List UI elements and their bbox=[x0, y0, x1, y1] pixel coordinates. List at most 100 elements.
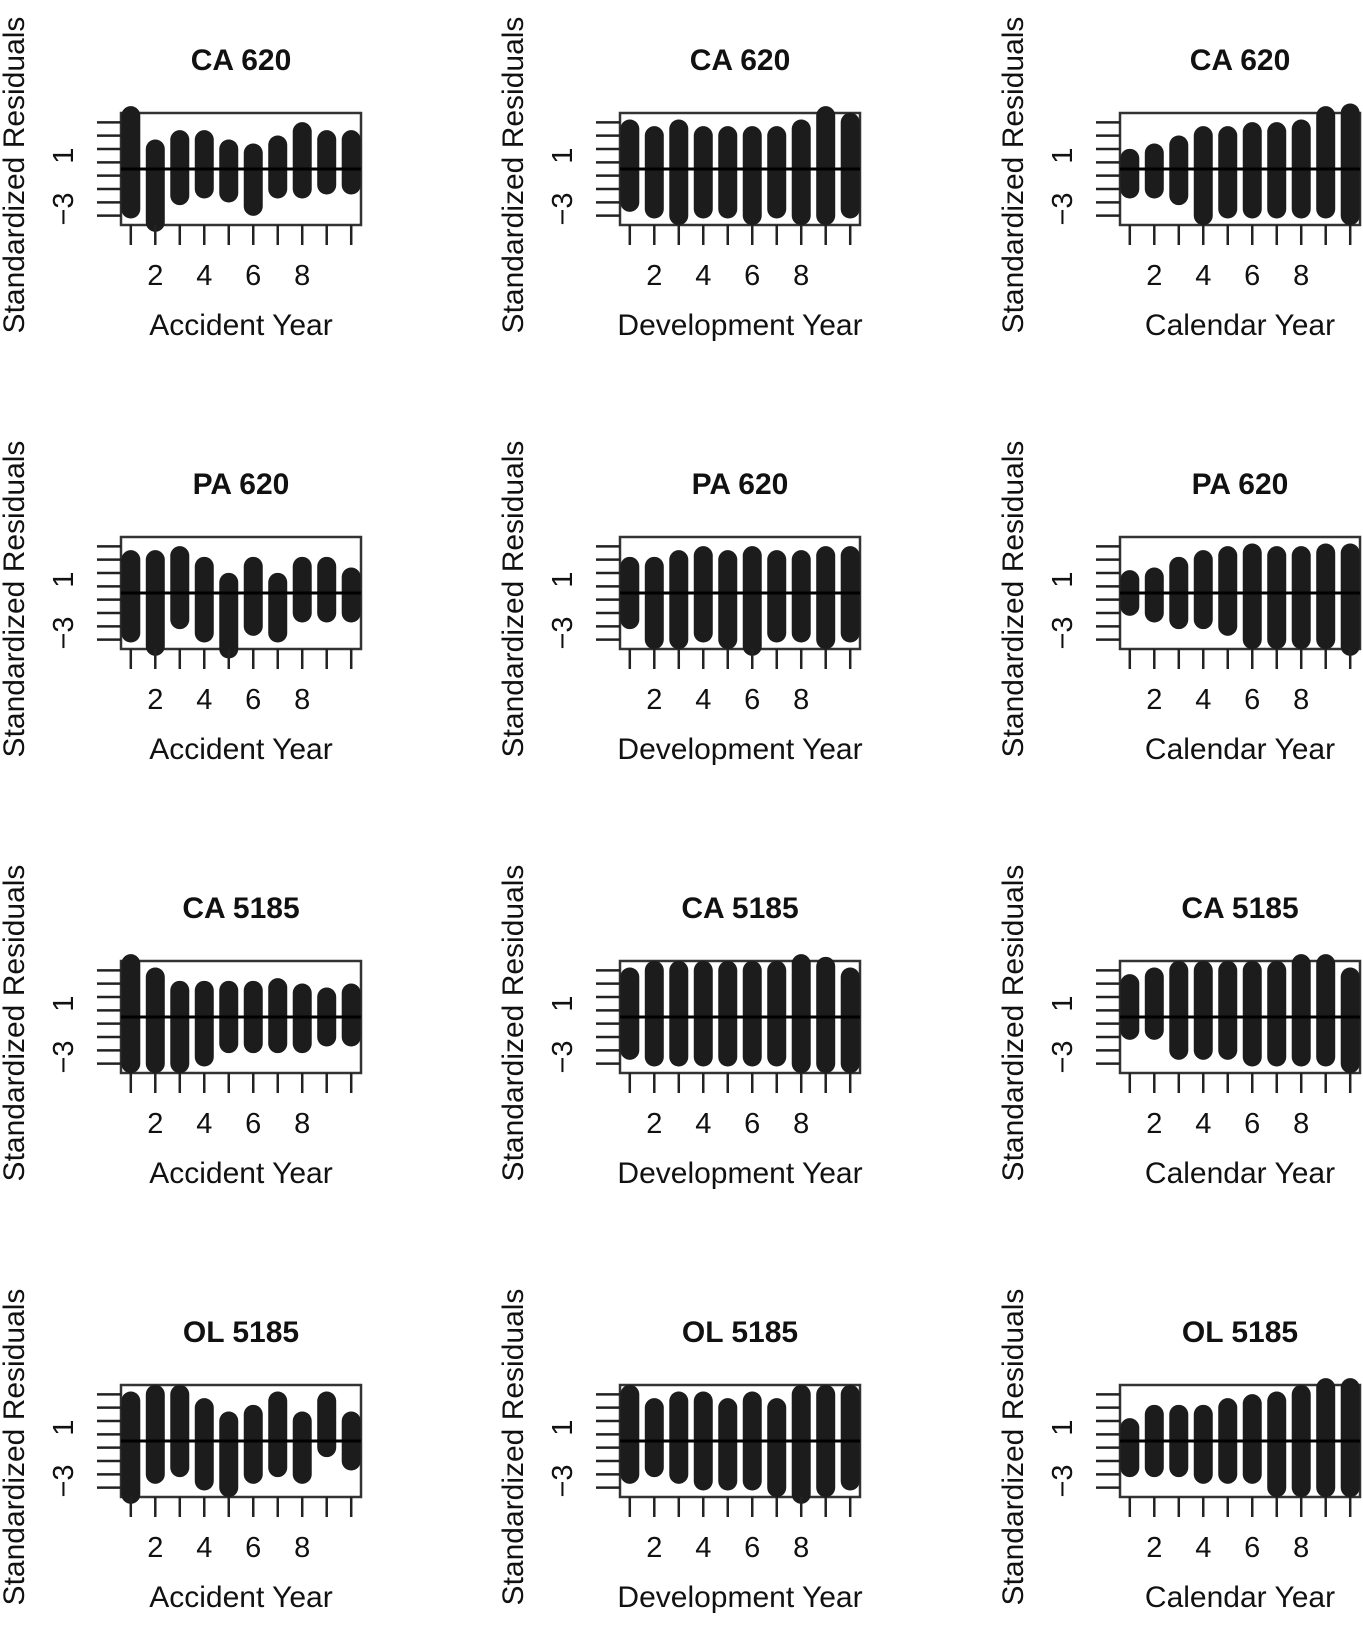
residual-panel-10: OL 5185 Standardized Residuals Accident Ye… bbox=[0, 1289, 363, 1614]
y-tick-label: −3 bbox=[48, 1464, 80, 1497]
panel-title: OL 5185 bbox=[1182, 1316, 1298, 1349]
x-tick-label: 6 bbox=[1244, 1108, 1260, 1140]
x-tick-label: 4 bbox=[1195, 1532, 1211, 1564]
x-axis-label: Calendar Year bbox=[1145, 1581, 1335, 1614]
x-tick-label: 2 bbox=[1146, 684, 1162, 716]
x-axis-label: Calendar Year bbox=[1145, 309, 1335, 342]
x-tick-label: 8 bbox=[1293, 1108, 1309, 1140]
x-tick-label: 6 bbox=[1244, 260, 1260, 292]
y-tick-label: −3 bbox=[547, 1040, 579, 1073]
x-axis-label: Development Year bbox=[617, 1157, 862, 1190]
x-tick-label: 4 bbox=[196, 1532, 212, 1564]
x-tick-label: 4 bbox=[695, 1108, 711, 1140]
y-tick-label: −3 bbox=[547, 192, 579, 225]
y-tick-label: 1 bbox=[547, 1420, 579, 1436]
x-tick-label: 4 bbox=[695, 260, 711, 292]
x-tick-label: 8 bbox=[793, 260, 809, 292]
x-tick-label: 2 bbox=[147, 1532, 163, 1564]
x-tick-label: 2 bbox=[1146, 1532, 1162, 1564]
panel-title: PA 620 bbox=[1192, 468, 1289, 501]
y-tick-label: 1 bbox=[547, 996, 579, 1012]
panel-title: CA 5185 bbox=[182, 892, 299, 925]
y-tick-label: −3 bbox=[48, 616, 80, 649]
residual-panel-9: CA 5185 Standardized Residuals Calendar Ye… bbox=[997, 865, 1362, 1190]
x-tick-label: 6 bbox=[245, 260, 261, 292]
residual-panel-2: CA 620 Standardized Residuals Development … bbox=[497, 17, 863, 342]
y-tick-label: 1 bbox=[48, 1420, 80, 1436]
x-axis-label: Calendar Year bbox=[1145, 1157, 1335, 1190]
y-tick-label: −3 bbox=[1047, 192, 1079, 225]
x-tick-label: 4 bbox=[1195, 1108, 1211, 1140]
x-axis-label: Accident Year bbox=[149, 1581, 332, 1614]
x-tick-label: 4 bbox=[1195, 684, 1211, 716]
x-tick-label: 6 bbox=[744, 1108, 760, 1140]
panel-title: CA 5185 bbox=[681, 892, 798, 925]
x-tick-label: 8 bbox=[294, 1108, 310, 1140]
x-tick-label: 6 bbox=[245, 1108, 261, 1140]
x-tick-label: 8 bbox=[1293, 260, 1309, 292]
y-tick-label: 1 bbox=[1047, 148, 1079, 164]
y-axis-label: Standardized Residuals bbox=[497, 865, 530, 1182]
y-axis-label: Standardized Residuals bbox=[497, 1289, 530, 1606]
x-tick-label: 8 bbox=[294, 260, 310, 292]
y-tick-label: −3 bbox=[1047, 1464, 1079, 1497]
y-tick-label: −3 bbox=[48, 192, 80, 225]
x-axis-label: Calendar Year bbox=[1145, 733, 1335, 766]
x-axis-label: Accident Year bbox=[149, 309, 332, 342]
y-tick-label: 1 bbox=[48, 996, 80, 1012]
residual-panel-3: CA 620 Standardized Residuals Calendar Yea… bbox=[997, 17, 1362, 342]
residual-panel-1: CA 620 Standardized Residuals Accident Yea… bbox=[0, 17, 363, 342]
x-tick-label: 8 bbox=[1293, 1532, 1309, 1564]
x-tick-label: 2 bbox=[646, 1108, 662, 1140]
y-axis-label: Standardized Residuals bbox=[0, 1289, 31, 1606]
x-tick-label: 8 bbox=[294, 684, 310, 716]
y-axis-label: Standardized Residuals bbox=[497, 17, 530, 334]
y-tick-label: 1 bbox=[1047, 996, 1079, 1012]
y-axis-label: Standardized Residuals bbox=[0, 441, 31, 758]
panel-title: OL 5185 bbox=[682, 1316, 798, 1349]
x-tick-label: 2 bbox=[1146, 1108, 1162, 1140]
x-tick-label: 2 bbox=[147, 684, 163, 716]
x-tick-label: 4 bbox=[196, 1108, 212, 1140]
y-axis-label: Standardized Residuals bbox=[0, 865, 31, 1182]
x-tick-label: 2 bbox=[147, 1108, 163, 1140]
x-tick-label: 2 bbox=[147, 260, 163, 292]
residual-panel-8: CA 5185 Standardized Residuals Development… bbox=[497, 865, 863, 1190]
panel-title: CA 5185 bbox=[1181, 892, 1298, 925]
x-tick-label: 6 bbox=[744, 260, 760, 292]
x-tick-label: 8 bbox=[294, 1532, 310, 1564]
x-tick-label: 4 bbox=[1195, 260, 1211, 292]
x-axis-label: Accident Year bbox=[149, 733, 332, 766]
y-tick-label: −3 bbox=[48, 1040, 80, 1073]
y-axis-label: Standardized Residuals bbox=[997, 17, 1030, 334]
y-tick-label: −3 bbox=[1047, 1040, 1079, 1073]
y-tick-label: 1 bbox=[48, 572, 80, 588]
x-tick-label: 6 bbox=[1244, 1532, 1260, 1564]
residual-panel-11: OL 5185 Standardized Residuals Development… bbox=[497, 1289, 863, 1614]
panel-title: OL 5185 bbox=[183, 1316, 299, 1349]
x-axis-label: Development Year bbox=[617, 309, 862, 342]
x-tick-label: 4 bbox=[196, 260, 212, 292]
x-axis-label: Development Year bbox=[617, 1581, 862, 1614]
x-axis-label: Development Year bbox=[617, 733, 862, 766]
panel-title: CA 620 bbox=[690, 44, 791, 77]
y-axis-label: Standardized Residuals bbox=[997, 865, 1030, 1182]
y-tick-label: −3 bbox=[547, 1464, 579, 1497]
x-tick-label: 2 bbox=[646, 260, 662, 292]
y-tick-label: 1 bbox=[1047, 572, 1079, 588]
y-axis-label: Standardized Residuals bbox=[997, 441, 1030, 758]
residual-panel-12: OL 5185 Standardized Residuals Calendar Ye… bbox=[997, 1289, 1362, 1614]
y-tick-label: 1 bbox=[547, 148, 579, 164]
y-axis-label: Standardized Residuals bbox=[0, 17, 31, 334]
y-axis-label: Standardized Residuals bbox=[497, 441, 530, 758]
x-tick-label: 8 bbox=[793, 1108, 809, 1140]
residual-panel-6: PA 620 Standardized Residuals Calendar Yea… bbox=[997, 441, 1362, 766]
panel-title: PA 620 bbox=[692, 468, 789, 501]
x-tick-label: 6 bbox=[1244, 684, 1260, 716]
y-axis-label: Standardized Residuals bbox=[997, 1289, 1030, 1606]
residual-panel-4: PA 620 Standardized Residuals Accident Yea… bbox=[0, 441, 363, 766]
x-tick-label: 8 bbox=[1293, 684, 1309, 716]
x-tick-label: 8 bbox=[793, 684, 809, 716]
x-tick-label: 6 bbox=[245, 1532, 261, 1564]
